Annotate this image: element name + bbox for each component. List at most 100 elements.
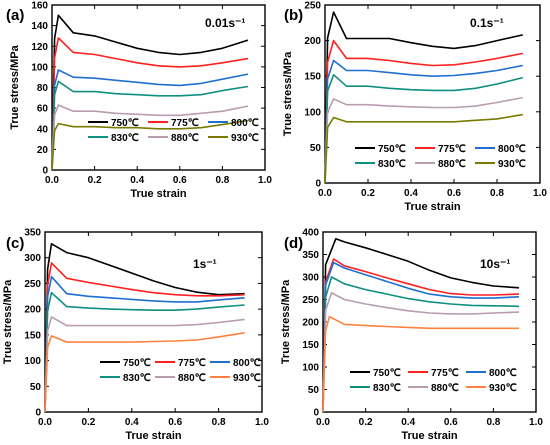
- legend-label: 750℃: [373, 368, 401, 379]
- panel-b: 0.0 0.2 0.4 0.6 0.8 1.0 0 50 100 150 200 250 True st…: [282, 1, 547, 214]
- x-tick-label: 1.0: [533, 188, 547, 199]
- y-tick-label: 200: [304, 36, 321, 47]
- y-tick-label: 40: [37, 124, 49, 135]
- series-line-0: [324, 11, 523, 184]
- series-line-3: [51, 80, 249, 171]
- series-line-5: [51, 119, 249, 171]
- y-tick-label: 120: [31, 42, 48, 53]
- legend-label: 750℃: [123, 358, 151, 369]
- y-tick-label: 0: [313, 408, 319, 419]
- legend-label: 830℃: [378, 159, 406, 170]
- panel-a: 0.0 0.2 0.4 0.6 0.8 1.0 0 20 40 60 80 100 120 140 160 T…: [6, 1, 272, 201]
- y-tick-label: 80: [37, 83, 49, 94]
- x-tick-label: 0.6: [447, 188, 461, 199]
- legend-label: 800℃: [231, 118, 259, 129]
- series-line-3: [324, 74, 523, 184]
- legend-label: 930℃: [233, 373, 261, 384]
- panel-label: (d): [284, 235, 303, 252]
- legend-label: 830℃: [373, 383, 401, 394]
- series-line-5: [324, 113, 523, 184]
- series-line-2: [324, 59, 523, 184]
- x-tick-label: 0.0: [316, 417, 330, 428]
- x-tick-label: 0.8: [486, 417, 500, 428]
- plot-frame: [324, 4, 541, 184]
- y-tick-label: 150: [302, 340, 319, 351]
- y-tick-label: 400: [302, 228, 319, 239]
- x-tick-label: 0.0: [318, 188, 332, 199]
- y-tick-label: 350: [302, 250, 319, 261]
- panel-d: 0.0 0.2 0.4 0.6 0.8 1.0 0 50 100 150 200 250 300 350 4…: [280, 228, 543, 443]
- y-tick-label: 50: [308, 385, 320, 396]
- plot-frame: [44, 231, 263, 413]
- x-tick-label: 0.0: [38, 417, 52, 428]
- x-axis-label: True strain: [404, 201, 461, 213]
- series-line-2: [44, 275, 245, 413]
- y-tick-label: 100: [24, 356, 41, 367]
- y-axis-label: True stress/MPa: [282, 51, 294, 136]
- y-tick-label: 150: [24, 330, 41, 341]
- series-line-3: [322, 276, 520, 413]
- series-line-1: [44, 262, 245, 413]
- strain-rate-label: 0.1s⁻¹: [470, 16, 504, 30]
- strain-rate-label: 0.01s⁻¹: [205, 16, 245, 30]
- series-line-5: [44, 332, 245, 413]
- x-tick-label: 0.6: [168, 417, 182, 428]
- series-line-0: [322, 238, 520, 413]
- y-tick-label: 250: [304, 1, 321, 12]
- panel-label: (a): [6, 7, 24, 24]
- panel-c: 0.0 0.2 0.4 0.6 0.8 1.0 0 50 100 150 200 250 300 350 T…: [2, 228, 269, 443]
- legend: 750℃ 775℃ 800℃ 830℃ 880℃ 930℃: [350, 368, 517, 394]
- series-line-4: [322, 292, 520, 413]
- series-line-0: [44, 243, 245, 413]
- legend-label: 880℃: [438, 159, 466, 170]
- series-line-2: [51, 69, 249, 171]
- legend-label: 775℃: [171, 118, 199, 129]
- panel-label: (b): [284, 7, 303, 24]
- y-tick-label: 100: [304, 107, 321, 118]
- y-tick-label: 140: [31, 21, 48, 32]
- legend-label: 830℃: [111, 133, 139, 144]
- y-tick-label: 200: [302, 318, 319, 329]
- legend-label: 775℃: [431, 368, 459, 379]
- legend-label: 880℃: [431, 383, 459, 394]
- y-tick-label: 50: [310, 143, 322, 154]
- y-axis-label: True stress/MPa: [9, 44, 21, 129]
- y-tick-label: 60: [37, 104, 49, 115]
- series-line-4: [51, 104, 249, 171]
- series-line-3: [44, 291, 245, 413]
- x-tick-label: 0.0: [45, 175, 59, 186]
- legend: 750℃ 775℃ 800℃ 830℃ 880℃ 930℃: [355, 144, 526, 170]
- series-line-1: [322, 258, 520, 413]
- series-line-1: [324, 39, 523, 184]
- y-tick-label: 160: [31, 1, 48, 12]
- y-axis-label: True stress/MPa: [280, 279, 292, 364]
- x-tick-label: 0.4: [404, 188, 418, 199]
- x-tick-label: 0.2: [361, 188, 375, 199]
- legend-label: 800℃: [498, 144, 526, 155]
- x-tick-label: 0.8: [490, 188, 504, 199]
- x-tick-label: 0.4: [401, 417, 415, 428]
- x-tick-label: 0.6: [173, 175, 187, 186]
- series-line-4: [324, 96, 523, 184]
- legend-label: 830℃: [123, 373, 151, 384]
- legend-label: 800℃: [233, 358, 261, 369]
- x-tick-label: 0.8: [212, 417, 226, 428]
- x-tick-label: 0.8: [215, 175, 229, 186]
- legend-label: 800℃: [489, 368, 517, 379]
- x-tick-label: 0.2: [359, 417, 373, 428]
- legend-label: 930℃: [498, 159, 526, 170]
- y-tick-label: 0: [35, 408, 41, 419]
- legend-label: 775℃: [438, 144, 466, 155]
- x-tick-label: 0.2: [88, 175, 102, 186]
- panel-label: (c): [6, 235, 24, 252]
- x-tick-label: 0.4: [125, 417, 139, 428]
- y-tick-label: 350: [24, 228, 41, 239]
- legend-label: 930℃: [231, 133, 259, 144]
- x-axis-label: True strain: [130, 188, 187, 200]
- y-tick-label: 100: [31, 62, 48, 73]
- y-tick-label: 20: [37, 145, 49, 156]
- y-axis-label: True stress/MPa: [2, 279, 14, 364]
- x-tick-label: 1.0: [255, 417, 269, 428]
